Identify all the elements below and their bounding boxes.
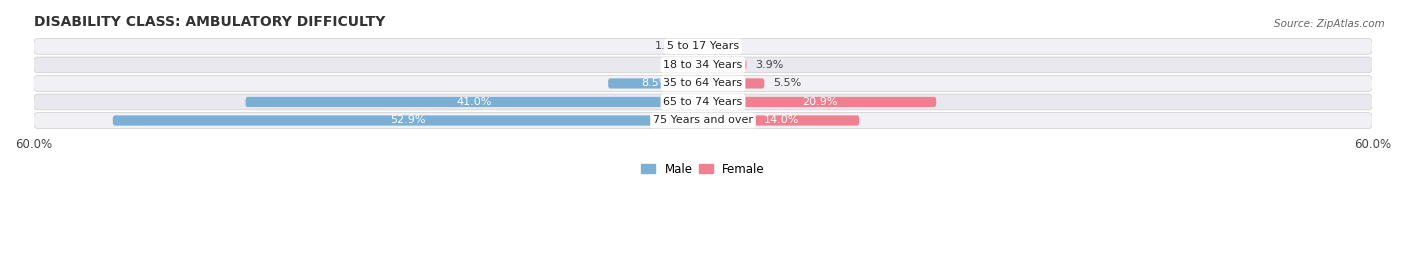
Text: 5 to 17 Years: 5 to 17 Years [666,41,740,51]
Text: 8.5%: 8.5% [641,79,669,89]
Text: 14.0%: 14.0% [763,115,799,125]
FancyBboxPatch shape [703,60,747,70]
Text: 0.0%: 0.0% [711,41,740,51]
Text: 52.9%: 52.9% [389,115,426,125]
FancyBboxPatch shape [34,94,1372,110]
FancyBboxPatch shape [692,41,703,51]
FancyBboxPatch shape [609,78,703,89]
Legend: Male, Female: Male, Female [637,158,769,181]
Text: 20.9%: 20.9% [801,97,838,107]
Text: 75 Years and over: 75 Years and over [652,115,754,125]
Text: Source: ZipAtlas.com: Source: ZipAtlas.com [1274,19,1385,29]
FancyBboxPatch shape [703,97,936,107]
FancyBboxPatch shape [34,76,1372,91]
Text: 65 to 74 Years: 65 to 74 Years [664,97,742,107]
FancyBboxPatch shape [34,38,1372,54]
FancyBboxPatch shape [34,57,1372,73]
FancyBboxPatch shape [246,97,703,107]
Text: 41.0%: 41.0% [457,97,492,107]
FancyBboxPatch shape [112,115,703,126]
Text: 5.5%: 5.5% [773,79,801,89]
Text: DISABILITY CLASS: AMBULATORY DIFFICULTY: DISABILITY CLASS: AMBULATORY DIFFICULTY [34,15,385,29]
FancyBboxPatch shape [34,113,1372,128]
Text: 18 to 34 Years: 18 to 34 Years [664,60,742,70]
Text: 35 to 64 Years: 35 to 64 Years [664,79,742,89]
Text: 0.0%: 0.0% [666,60,695,70]
Text: 3.9%: 3.9% [755,60,783,70]
FancyBboxPatch shape [703,115,859,126]
FancyBboxPatch shape [703,78,765,89]
Text: 1.0%: 1.0% [655,41,683,51]
